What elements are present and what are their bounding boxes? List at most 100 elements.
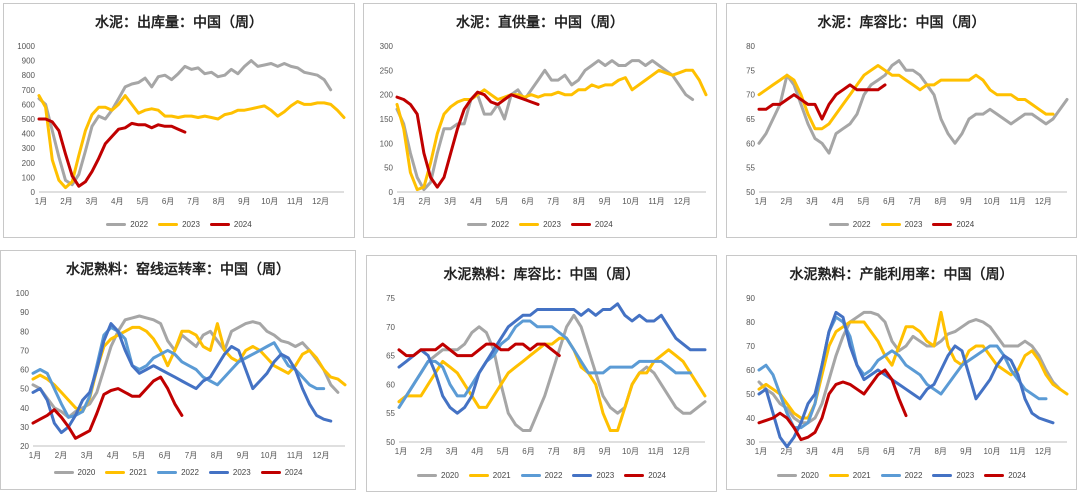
chart-svg: 50 55 60 65 70 75 1月 2月 3月 4月 5月 6月 7月 8月 9月 10月 11月 12月	[386, 294, 707, 456]
legend-label: 2023	[232, 468, 251, 477]
legend-label: 2024	[594, 220, 613, 229]
legend-swatch	[828, 474, 849, 477]
x-tick-label: 2月	[419, 197, 431, 206]
series-line-2024	[37, 117, 187, 188]
legend-item-2022: 2022	[467, 220, 509, 229]
series-line-2024	[397, 342, 561, 358]
chart-panel-clinker-kiln-rate: 20 30 40 50 60 70 80 90 100 1月 2月 3月 4月 5月 6月 7月 8月 9月 10月…	[0, 250, 356, 490]
y-tick-label: 100	[16, 289, 30, 298]
x-tick-label: 3月	[444, 197, 456, 206]
x-tick-label: 5月	[857, 197, 869, 206]
series-line-2024	[395, 90, 540, 189]
chart-panel-clinker-inventory-ratio: 50 55 60 65 70 75 1月 2月 3月 4月 5月 6月 7月 8月 9月 10月 11月 12月 …	[366, 255, 717, 492]
chart-legend: 2020 2021 2022 2023 2024	[727, 471, 1076, 480]
y-tick-label: 70	[386, 323, 395, 332]
x-tick-label: 5月	[857, 447, 869, 456]
legend-item-2022: 2022	[828, 220, 871, 229]
chart-title: 水泥熟料：产能利用率：中国（周）	[789, 267, 1014, 283]
legend-item-2024: 2024	[209, 220, 252, 229]
y-tick-label: 100	[380, 139, 394, 148]
x-tick-label: 7月	[909, 197, 921, 206]
legend-label: 2022	[904, 471, 923, 480]
legend-label: 2024	[956, 220, 975, 229]
legend-label: 2022	[130, 220, 149, 229]
legend-item-2024: 2024	[570, 220, 613, 229]
series-line-2024	[757, 368, 908, 442]
legend-label: 2022	[181, 468, 199, 477]
chart-svg: 0 50 100 150 200 250 300 1月 2月 3月 4月 5月 6月 7月 8月 9月 10月 1…	[380, 42, 708, 206]
series-line-2021	[31, 322, 347, 414]
y-tick-label: 60	[746, 366, 755, 375]
y-tick-label: 1000	[17, 42, 35, 51]
y-tick-label: 40	[746, 414, 755, 423]
legend-item-2023: 2023	[208, 468, 251, 477]
y-tick-label: 200	[22, 159, 36, 168]
legend-item-2024: 2024	[260, 468, 303, 477]
legend-swatch	[106, 223, 127, 226]
legend-label: 2020	[441, 471, 459, 480]
y-tick-label: 600	[22, 100, 36, 109]
y-tick-label: 400	[22, 130, 36, 139]
legend-item-2023: 2023	[932, 471, 974, 480]
y-tick-label: 300	[22, 144, 36, 153]
legend-label: 2022	[491, 220, 510, 229]
x-tick-label: 6月	[522, 197, 534, 206]
x-tick-label: 2月	[420, 447, 432, 456]
y-tick-label: 80	[20, 327, 29, 336]
y-tick-label: 500	[22, 115, 36, 124]
x-tick-label: 8月	[213, 197, 225, 206]
legend-label: 2022	[852, 220, 871, 229]
x-tick-label: 1月	[395, 447, 407, 456]
legend-label: 2024	[648, 471, 666, 480]
x-tick-label: 7月	[185, 451, 197, 460]
chart-svg: 20 30 40 50 60 70 80 90 100 1月 2月 3月 4月 5月 6月 7月 8月 9月 10月…	[16, 289, 347, 460]
chart-legend: 2020 2021 2022 2023 2024	[1, 468, 355, 477]
legend-swatch	[519, 223, 540, 226]
series-line-2022	[31, 325, 326, 419]
x-tick-label: 10月	[261, 197, 278, 206]
x-tick-label: 4月	[111, 197, 123, 206]
chart-svg: 30 40 50 60 70 80 90 1月 2月 3月 4月 5月 6月 7月 8月 9月 10月 11月 12…	[746, 294, 1069, 456]
legend-item-2021: 2021	[828, 471, 871, 480]
legend-swatch	[417, 474, 437, 477]
series-line-2022	[397, 319, 692, 409]
chart-panel-clinker-capacity-utilization: 30 40 50 60 70 80 90 1月 2月 3月 4月 5月 6月 7月 8月 9月 10月 11月 12…	[726, 255, 1077, 490]
legend-swatch	[880, 474, 901, 477]
legend-swatch	[777, 474, 797, 477]
legend-label: 2020	[801, 471, 819, 480]
x-tick-label: 4月	[470, 197, 482, 206]
x-tick-label: 12月	[1035, 197, 1052, 206]
legend-label: 2024	[284, 468, 303, 477]
x-tick-label: 7月	[187, 197, 199, 206]
x-tick-label: 10月	[261, 451, 278, 460]
y-tick-label: 100	[22, 173, 36, 182]
x-tick-label: 3月	[446, 447, 458, 456]
legend-label: 2024	[1008, 471, 1026, 480]
chart-title: 水泥：直供量：中国（周）	[456, 15, 624, 31]
legend-item-2022: 2022	[157, 468, 199, 477]
x-tick-label: 5月	[136, 197, 148, 206]
x-tick-label: 7月	[548, 447, 560, 456]
x-tick-label: 4月	[832, 447, 844, 456]
x-tick-label: 2月	[55, 451, 67, 460]
x-tick-label: 6月	[883, 197, 895, 206]
y-tick-label: 150	[380, 115, 394, 124]
legend-swatch	[932, 474, 953, 477]
legend-swatch	[572, 474, 593, 477]
y-tick-label: 70	[20, 346, 29, 355]
x-tick-label: 11月	[1010, 197, 1026, 206]
legend-swatch	[157, 471, 178, 474]
y-tick-label: 90	[746, 294, 755, 303]
x-tick-label: 10月	[984, 197, 1001, 206]
y-tick-label: 60	[746, 139, 755, 148]
y-tick-label: 70	[746, 342, 755, 351]
x-tick-label: 4月	[832, 197, 844, 206]
x-tick-label: 2月	[780, 447, 792, 456]
y-tick-label: 75	[746, 66, 755, 75]
chart-legend: 2020 2021 2022 2023 2024	[367, 471, 716, 480]
legend-swatch	[624, 474, 645, 477]
y-tick-label: 55	[386, 409, 395, 418]
y-tick-label: 50	[746, 188, 755, 197]
x-tick-label: 1月	[755, 197, 767, 206]
x-tick-label: 9月	[960, 197, 972, 206]
